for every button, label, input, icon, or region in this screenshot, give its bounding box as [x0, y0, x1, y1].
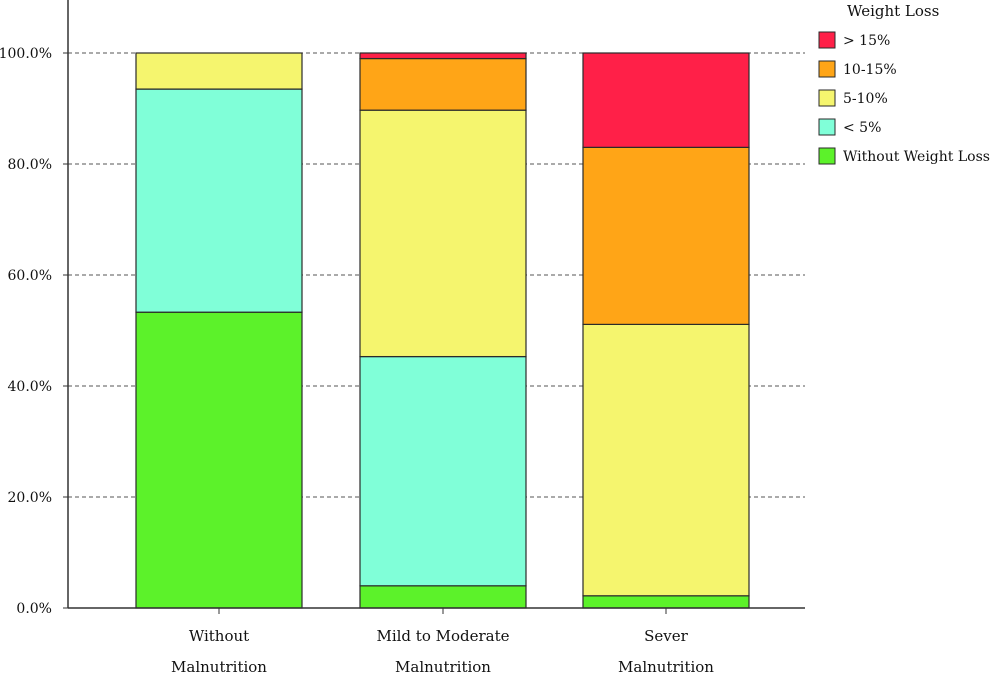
bar-segments: [135, 52, 750, 609]
legend-swatch: [818, 118, 836, 136]
legend-label: < 5%: [843, 120, 881, 136]
legend-swatch: [818, 60, 836, 78]
legend-swatch: [818, 147, 836, 165]
bar-segment: [359, 355, 527, 587]
y-tick-label: 60.0%: [8, 268, 52, 284]
legend-swatch: [818, 31, 836, 49]
y-tick-label: 80.0%: [8, 157, 52, 173]
axes: [67, 0, 805, 609]
x-tick-labels: Without Malnutrition Mild to Moderate Malnu…: [171, 608, 714, 676]
x-tick-label: Without: [189, 627, 249, 645]
y-tick-labels: 0.0% 20.0% 40.0% 60.0% 80.0% 100.0%: [0, 46, 68, 617]
bar-segment: [582, 323, 750, 597]
bar-segment: [582, 595, 750, 609]
legend-title: Weight Loss: [847, 2, 939, 20]
y-tick-label: 40.0%: [8, 379, 52, 395]
y-tick-label: 100.0%: [0, 46, 52, 62]
bar-segment: [359, 585, 527, 609]
bar-segment: [359, 52, 527, 60]
legend: Weight Loss > 15% 10-15% 5-10% < 5% Without …: [818, 2, 990, 165]
bar-segment: [135, 311, 303, 609]
x-tick-label: Malnutrition: [395, 658, 491, 676]
x-tick-label: Mild to Moderate: [376, 627, 509, 645]
bar-segment: [135, 52, 303, 90]
bar-segment: [135, 88, 303, 313]
bar-segment: [359, 57, 527, 111]
legend-label: Without Weight Loss: [843, 149, 990, 165]
bar-segment: [582, 146, 750, 325]
y-tick-label: 0.0%: [16, 601, 52, 617]
x-tick-label: Malnutrition: [171, 658, 267, 676]
legend-label: > 15%: [843, 33, 890, 49]
x-tick-label: Malnutrition: [618, 658, 714, 676]
y-tick-label: 20.0%: [8, 490, 52, 506]
legend-swatch: [818, 89, 836, 107]
legend-label: 5-10%: [843, 91, 888, 107]
x-tick-label: Sever: [644, 627, 689, 645]
legend-label: 10-15%: [843, 62, 897, 78]
bar-segment: [359, 109, 527, 358]
bar-segment: [582, 52, 750, 148]
